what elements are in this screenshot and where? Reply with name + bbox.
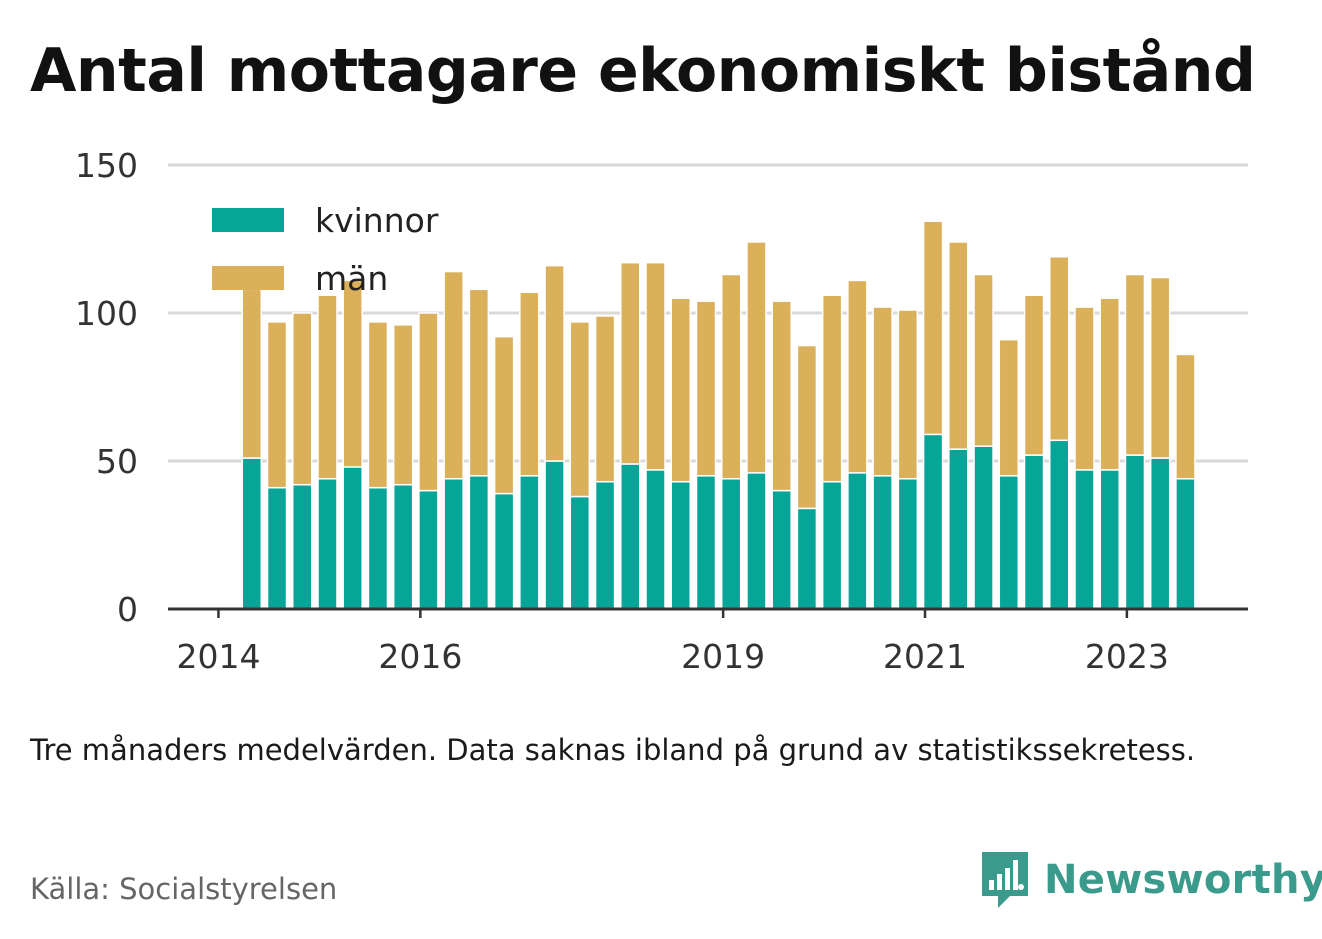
x-tick-label: 2019 (681, 637, 765, 676)
bar-man (493, 335, 515, 495)
bar-man (973, 273, 994, 447)
bar-man (1124, 273, 1146, 456)
bar-kvinnor (695, 475, 717, 610)
bar-man (1175, 353, 1196, 480)
y-tick-label: 100 (75, 294, 138, 333)
bar-kvinnor (948, 448, 969, 610)
bar-kvinnor (569, 495, 591, 610)
x-tick-label: 2023 (1085, 637, 1169, 676)
bar-kvinnor (620, 463, 641, 610)
bar-man (342, 279, 363, 468)
bar-man (670, 297, 691, 483)
stacked-bar-chart: 0 50 100 150 2014 2016 2019 2021 2023 kvinnor mä… (75, 146, 1248, 676)
bar-kvinnor (443, 478, 464, 610)
bar-kvinnor (897, 478, 919, 610)
bar-chart-speech-bubble-icon (982, 852, 1028, 908)
bar-man (771, 300, 792, 492)
bar-kvinnor (998, 475, 1020, 610)
bar-kvinnor (367, 486, 389, 610)
bar-man (847, 279, 868, 474)
legend-swatch-kvinnor (212, 208, 284, 232)
brand-logo: Newsworthy (980, 848, 1322, 912)
bar-man (291, 312, 313, 486)
bar-kvinnor (392, 483, 414, 610)
bar-man (594, 315, 616, 483)
bar-man (266, 321, 288, 489)
bar-man (569, 321, 591, 498)
bar-kvinnor (1099, 469, 1120, 610)
bar-kvinnor (922, 433, 944, 610)
bar-kvinnor (973, 445, 994, 610)
bars (241, 220, 1196, 610)
bar-man (519, 291, 540, 477)
bar-kvinnor (720, 478, 742, 610)
bar-man (746, 241, 767, 474)
bar-man (1149, 276, 1171, 459)
bar-kvinnor (468, 475, 490, 610)
x-tick-label: 2021 (883, 637, 967, 676)
y-tick-label: 0 (117, 590, 138, 629)
bar-man (897, 309, 919, 480)
bar-man (922, 220, 944, 436)
legend-swatch-man (212, 266, 284, 290)
bar-man (443, 270, 464, 480)
x-tick-label: 2016 (378, 637, 462, 676)
bar-kvinnor (544, 460, 565, 610)
chart-title: Antal mottagare ekonomiskt bistånd (30, 36, 1256, 106)
bar-kvinnor (1124, 454, 1146, 610)
bar-man (998, 338, 1020, 477)
bar-man (1023, 294, 1045, 456)
bar-kvinnor (1175, 478, 1196, 610)
bar-kvinnor (872, 475, 893, 610)
bar-kvinnor (746, 472, 767, 610)
bar-man (317, 294, 338, 480)
x-tick-label: 2014 (176, 637, 260, 676)
y-tick-label: 150 (75, 146, 138, 185)
chart-note: Tre månaders medelvärden. Data saknas ib… (30, 733, 1196, 767)
bar-man (1049, 256, 1070, 442)
bar-kvinnor (1049, 439, 1070, 610)
source-credit: Källa: Socialstyrelsen (30, 872, 338, 906)
bar-man (1074, 306, 1095, 471)
bar-man (418, 312, 439, 492)
bar-kvinnor (519, 475, 540, 610)
bar-kvinnor (1074, 469, 1095, 610)
bar-kvinnor (266, 486, 288, 610)
bar-kvinnor (241, 457, 263, 610)
bar-kvinnor (291, 483, 313, 610)
bar-kvinnor (670, 480, 691, 610)
bar-kvinnor (493, 492, 515, 610)
bar-man (468, 288, 490, 477)
bar-kvinnor (645, 469, 666, 610)
bar-man (645, 261, 666, 471)
bar-kvinnor (317, 478, 338, 610)
bar-man (620, 261, 641, 465)
bar-kvinnor (594, 480, 616, 610)
bar-man (241, 288, 263, 459)
bar-man (367, 321, 389, 489)
legend-label-man: män (315, 259, 388, 298)
bar-man (720, 273, 742, 480)
bar-man (392, 324, 414, 486)
axes: 0 50 100 150 2014 2016 2019 2021 2023 (75, 146, 1248, 676)
bar-kvinnor (847, 472, 868, 610)
bar-man (872, 306, 893, 477)
bar-man (821, 294, 843, 483)
y-tick-label: 50 (96, 442, 138, 481)
legend-label-kvinnor: kvinnor (315, 201, 439, 240)
bar-man (1099, 297, 1120, 471)
bar-kvinnor (771, 489, 792, 610)
bar-kvinnor (418, 489, 439, 610)
bar-man (695, 300, 717, 477)
bar-kvinnor (796, 507, 818, 610)
bar-kvinnor (342, 466, 363, 610)
brand-name: Newsworthy (1044, 857, 1322, 903)
bar-kvinnor (821, 480, 843, 610)
bar-man (948, 241, 969, 450)
bar-man (796, 344, 818, 510)
bar-kvinnor (1149, 457, 1171, 610)
bar-man (544, 264, 565, 462)
bar-kvinnor (1023, 454, 1045, 610)
legend: kvinnor män (212, 201, 439, 298)
